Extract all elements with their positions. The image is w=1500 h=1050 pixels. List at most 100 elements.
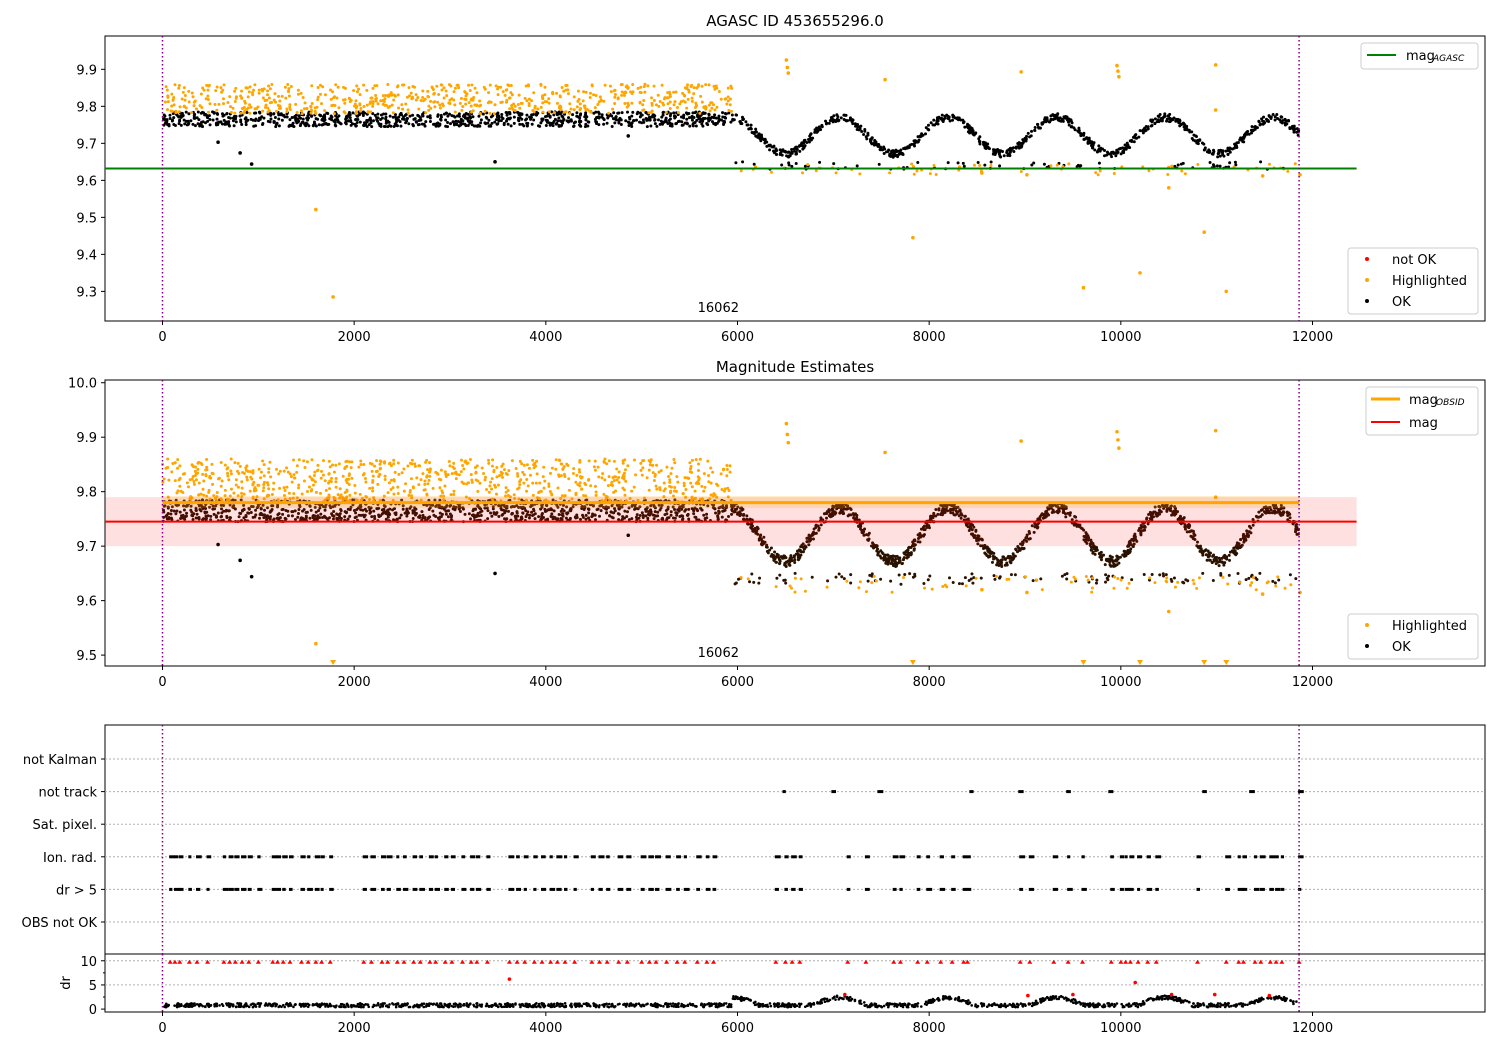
ok-point (706, 123, 710, 127)
ok-point (554, 122, 558, 126)
highlighted-point (383, 103, 387, 107)
highlighted-point (641, 103, 645, 107)
ok-point (388, 114, 392, 118)
panel1-title: AGASC ID 453655296.0 (706, 12, 884, 30)
ok-point (898, 556, 902, 560)
ok-point (1040, 121, 1044, 125)
highlighted-point (331, 295, 335, 299)
highlighted-point (685, 106, 689, 110)
highlighted-point (453, 103, 457, 107)
highlighted-point (638, 100, 642, 104)
highlighted-point (316, 95, 320, 99)
ok-point (1211, 578, 1215, 582)
ok-point (708, 118, 712, 122)
ok-point (162, 117, 166, 121)
ok-point (702, 112, 706, 116)
ok-point (1143, 129, 1147, 133)
ok-point (196, 122, 200, 126)
legend-label-agasc-subscript: AGASC (1432, 54, 1465, 64)
highlighted-point (358, 93, 362, 97)
highlighted-point (391, 111, 395, 115)
legend-swatch-ok (1365, 299, 1369, 303)
ok-point (428, 119, 432, 123)
highlighted-point (1202, 230, 1207, 234)
ok-point (768, 143, 772, 147)
ok-point (402, 115, 406, 119)
ok-point (1267, 114, 1271, 118)
ok-point (266, 119, 270, 123)
highlighted-point (1196, 163, 1200, 167)
ok-point (749, 123, 753, 127)
ok-point (180, 111, 184, 115)
ok-point (222, 118, 226, 122)
ok-point (449, 122, 453, 126)
ok-point (469, 116, 473, 120)
ok-point (997, 150, 1001, 154)
highlighted-point (488, 83, 492, 87)
ok-point (998, 576, 1002, 580)
ok-point (383, 125, 387, 129)
highlighted-point (286, 83, 290, 87)
ok-point (1246, 130, 1250, 134)
ok-point (879, 145, 883, 149)
ok-point (1067, 123, 1071, 127)
ok-point (707, 112, 711, 116)
highlighted-point (582, 104, 586, 108)
highlighted-point (381, 99, 385, 103)
ok-point (1017, 546, 1021, 550)
ok-point (916, 140, 920, 144)
highlighted-point (660, 83, 664, 87)
ok-point (819, 128, 823, 132)
ok-point (752, 131, 756, 135)
ok-point (456, 120, 460, 124)
ok-point (961, 121, 965, 125)
ok-point (184, 110, 188, 114)
highlighted-point (206, 94, 210, 98)
ok-point (1203, 146, 1207, 150)
ok-point (879, 556, 883, 560)
highlighted-point (1170, 164, 1174, 168)
highlighted-point (437, 93, 441, 97)
ok-point (1288, 573, 1292, 577)
ok-point (1191, 138, 1195, 142)
highlighted-point (611, 107, 615, 111)
ok-point (307, 124, 311, 128)
ok-point (479, 118, 483, 122)
highlighted-point (233, 89, 237, 93)
ok-point (1094, 581, 1098, 585)
highlighted-point (438, 103, 442, 107)
highlighted-point (406, 108, 410, 112)
ok-point (454, 119, 458, 123)
ok-point (505, 113, 509, 117)
highlighted-point (215, 108, 219, 112)
ok-point (701, 116, 705, 120)
ok-point (1217, 564, 1221, 568)
ok-point (660, 122, 664, 126)
ok-point (595, 120, 599, 124)
ok-point (701, 119, 705, 123)
ok-point (277, 124, 281, 128)
highlighted-point (834, 171, 838, 175)
highlighted-point (222, 102, 226, 106)
ok-point (1042, 162, 1046, 166)
highlighted-point (912, 172, 916, 176)
highlighted-point (166, 108, 170, 112)
highlighted-point (527, 104, 531, 108)
ok-point (328, 117, 332, 121)
highlighted-point (470, 83, 474, 87)
ok-point (1198, 549, 1202, 553)
panel1-xtick-label: 4000 (529, 330, 562, 345)
highlighted-point (433, 105, 437, 109)
ok-point (530, 113, 534, 117)
ok-point (1097, 144, 1101, 148)
ok-point (544, 118, 548, 122)
ok-point (1236, 572, 1240, 576)
highlighted-point (266, 89, 270, 93)
ok-point (999, 563, 1003, 567)
highlighted-point (374, 99, 378, 103)
ok-point (679, 115, 683, 119)
ok-point (763, 141, 767, 145)
highlighted-point (562, 89, 566, 93)
highlighted-point (183, 93, 187, 97)
